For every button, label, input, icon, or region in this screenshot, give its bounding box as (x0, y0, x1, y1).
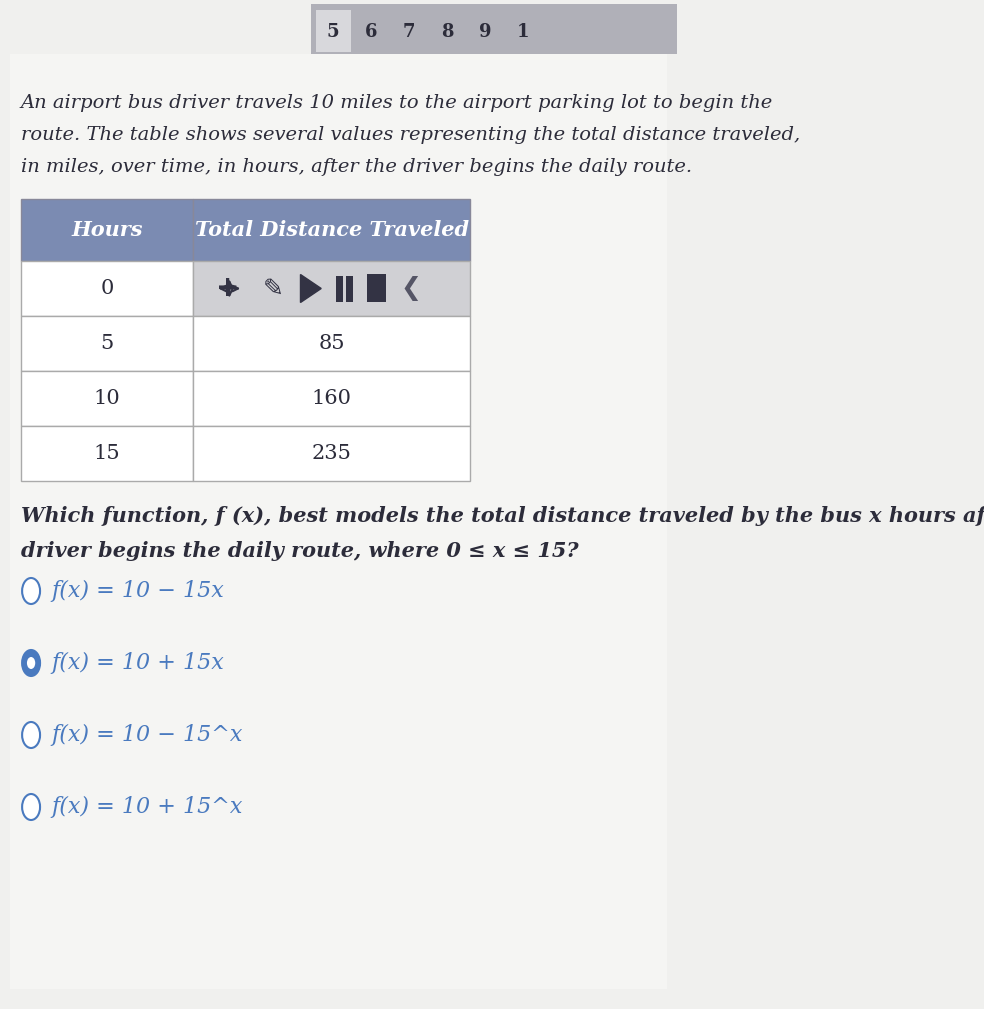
Text: driver begins the daily route, where 0 ≤ x ≤ 15?: driver begins the daily route, where 0 ≤… (21, 541, 579, 561)
FancyBboxPatch shape (11, 54, 666, 989)
Text: +: + (216, 274, 240, 303)
FancyBboxPatch shape (21, 316, 194, 371)
Text: 1: 1 (517, 23, 529, 41)
FancyBboxPatch shape (337, 275, 343, 302)
Text: 10: 10 (93, 389, 120, 408)
FancyBboxPatch shape (194, 199, 469, 261)
Text: Total Distance Traveled: Total Distance Traveled (195, 220, 468, 240)
Circle shape (22, 722, 40, 748)
Text: 15: 15 (93, 444, 120, 463)
Text: in miles, over time, in hours, after the driver begins the daily route.: in miles, over time, in hours, after the… (21, 158, 692, 176)
Circle shape (22, 794, 40, 820)
Circle shape (22, 650, 40, 676)
FancyBboxPatch shape (194, 316, 469, 371)
Text: 0: 0 (100, 279, 114, 298)
Text: 235: 235 (312, 444, 351, 463)
FancyBboxPatch shape (317, 10, 351, 52)
Circle shape (27, 657, 35, 669)
Text: route. The table shows several values representing the total distance traveled,: route. The table shows several values re… (21, 126, 800, 144)
FancyBboxPatch shape (194, 371, 469, 426)
Text: f(x) = 10 − 15^x: f(x) = 10 − 15^x (52, 723, 243, 746)
FancyBboxPatch shape (194, 426, 469, 481)
FancyBboxPatch shape (21, 199, 194, 261)
FancyBboxPatch shape (311, 4, 677, 54)
Text: ✎: ✎ (263, 276, 283, 301)
Text: 160: 160 (312, 389, 351, 408)
FancyBboxPatch shape (346, 275, 353, 302)
Circle shape (22, 578, 40, 604)
Text: 85: 85 (318, 334, 344, 353)
Text: An airport bus driver travels 10 miles to the airport parking lot to begin the: An airport bus driver travels 10 miles t… (21, 94, 773, 112)
FancyBboxPatch shape (367, 274, 386, 302)
Text: 9: 9 (478, 23, 491, 41)
FancyBboxPatch shape (21, 261, 194, 316)
Text: f(x) = 10 + 15^x: f(x) = 10 + 15^x (52, 796, 243, 818)
Text: ❮: ❮ (400, 276, 421, 301)
Text: Hours: Hours (71, 220, 143, 240)
FancyBboxPatch shape (194, 261, 469, 316)
Text: 6: 6 (365, 23, 377, 41)
Text: 7: 7 (402, 23, 415, 41)
Text: 5: 5 (327, 23, 339, 41)
Text: 5: 5 (100, 334, 114, 353)
Text: Which function, f (x), best models the total distance traveled by the bus x hour: Which function, f (x), best models the t… (21, 506, 984, 526)
Text: 8: 8 (441, 23, 454, 41)
FancyBboxPatch shape (21, 371, 194, 426)
Text: f(x) = 10 − 15x: f(x) = 10 − 15x (52, 580, 224, 602)
Polygon shape (300, 274, 321, 303)
Text: f(x) = 10 + 15x: f(x) = 10 + 15x (52, 652, 224, 674)
FancyBboxPatch shape (21, 426, 194, 481)
